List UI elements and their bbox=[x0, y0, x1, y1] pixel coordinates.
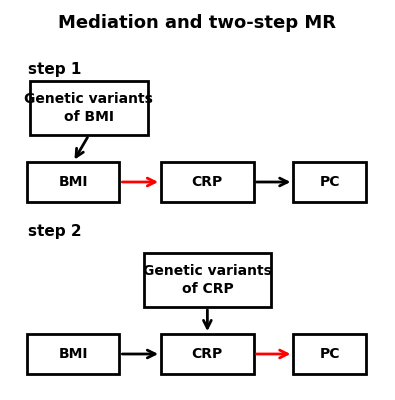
FancyBboxPatch shape bbox=[27, 162, 119, 202]
FancyBboxPatch shape bbox=[161, 162, 254, 202]
Text: CRP: CRP bbox=[192, 347, 223, 361]
FancyBboxPatch shape bbox=[293, 334, 367, 374]
Text: Genetic variants
of BMI: Genetic variants of BMI bbox=[24, 92, 153, 124]
FancyBboxPatch shape bbox=[161, 334, 254, 374]
Text: CRP: CRP bbox=[192, 175, 223, 189]
FancyBboxPatch shape bbox=[27, 334, 119, 374]
Text: step 2: step 2 bbox=[28, 224, 81, 239]
FancyBboxPatch shape bbox=[144, 253, 271, 307]
Text: Genetic variants
of CRP: Genetic variants of CRP bbox=[143, 264, 272, 296]
Text: Mediation and two-step MR: Mediation and two-step MR bbox=[58, 14, 337, 32]
Text: PC: PC bbox=[320, 347, 340, 361]
FancyBboxPatch shape bbox=[293, 162, 367, 202]
Text: BMI: BMI bbox=[58, 347, 88, 361]
Text: step 1: step 1 bbox=[28, 62, 81, 77]
FancyBboxPatch shape bbox=[30, 81, 148, 135]
Text: BMI: BMI bbox=[58, 175, 88, 189]
Text: PC: PC bbox=[320, 175, 340, 189]
